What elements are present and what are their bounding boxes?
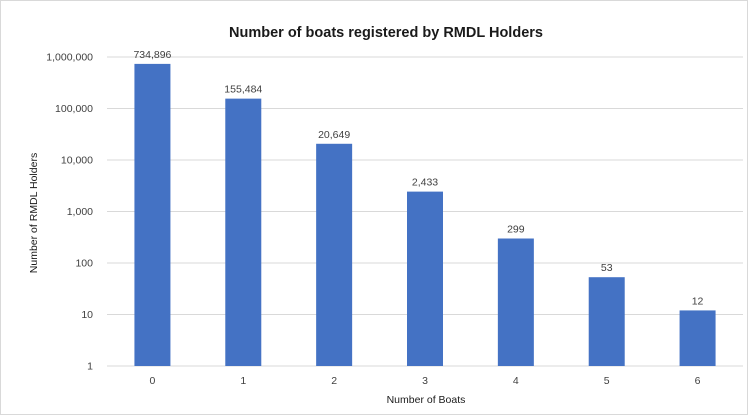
y-tick-label: 100,000	[55, 103, 93, 115]
data-labels: 734,896 155,484 20,649 2,433 299 53 12	[133, 49, 703, 308]
y-tick-label: 1,000,000	[46, 52, 93, 64]
y-tick-label: 1,000	[67, 206, 93, 218]
x-tick-label: 1	[240, 375, 246, 387]
bar	[407, 191, 443, 366]
data-label: 734,896	[133, 49, 171, 61]
bar	[679, 310, 716, 366]
y-tick-label: 100	[75, 258, 93, 270]
y-tick-label: 1	[87, 361, 93, 373]
y-tick-label: 10,000	[61, 155, 93, 167]
bars	[134, 63, 716, 367]
bar	[225, 98, 262, 367]
data-label: 299	[507, 224, 525, 236]
y-axis-title: Number of RMDL Holders	[28, 153, 40, 273]
x-tick-label: 4	[513, 375, 519, 387]
data-label: 53	[601, 262, 613, 274]
bar	[316, 143, 353, 366]
y-tick-labels: 1 10 100 1,000 10,000 100,000 1,000,000	[46, 52, 93, 373]
x-tick-label: 5	[604, 375, 610, 387]
x-tick-label: 3	[422, 375, 428, 387]
bar	[497, 238, 534, 366]
x-tick-label: 6	[695, 375, 701, 387]
data-label: 12	[692, 295, 704, 307]
x-axis-title: Number of Boats	[387, 394, 466, 406]
data-label: 155,484	[224, 84, 262, 96]
x-tick-labels: 0 1 2 3 4 5 6	[150, 375, 701, 387]
data-label: 20,649	[318, 129, 350, 141]
bar	[134, 63, 171, 366]
y-tick-label: 10	[81, 309, 93, 321]
chart-title: Number of boats registered by RMDL Holde…	[229, 25, 543, 41]
x-tick-label: 0	[150, 375, 156, 387]
x-tick-label: 2	[331, 375, 337, 387]
bar	[588, 277, 625, 366]
data-label: 2,433	[412, 177, 438, 189]
